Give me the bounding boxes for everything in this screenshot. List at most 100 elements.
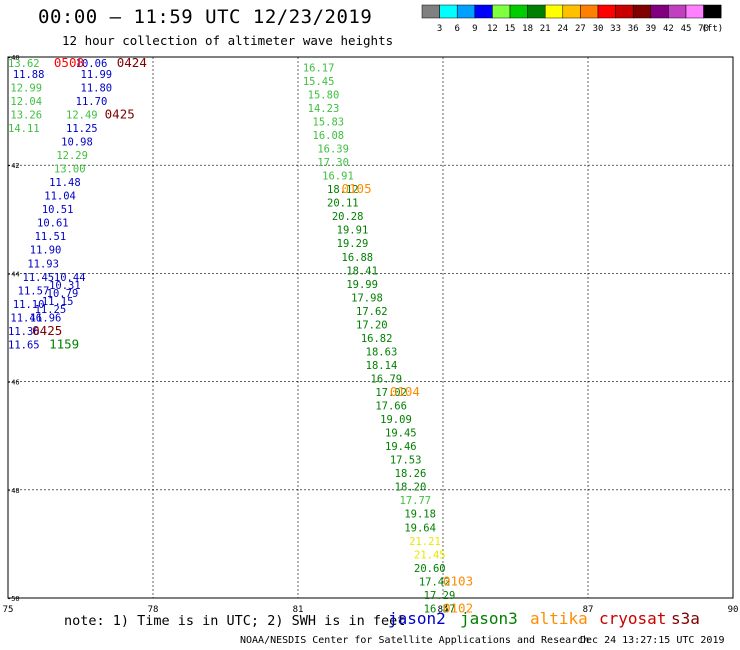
note-text: note: 1) Time is in UTC; 2) SWH is in fe… xyxy=(64,613,406,629)
wave-height-label: 11.88 xyxy=(13,69,45,81)
wave-height-label: 11.70 xyxy=(76,96,108,108)
wave-height-label: 11.65 xyxy=(8,339,40,351)
wave-height-label: 18.20 xyxy=(395,482,427,494)
wave-height-label: 10.44 xyxy=(54,272,86,284)
legend-label: 39 xyxy=(645,24,656,34)
wave-height-label: 17.77 xyxy=(400,495,432,507)
wave-height-label: 17.30 xyxy=(317,157,349,169)
wave-height-label: 14.23 xyxy=(308,103,340,115)
wave-height-label: 10.61 xyxy=(37,218,69,230)
wave-height-label: 17.53 xyxy=(390,455,422,467)
legend-swatch xyxy=(650,4,669,19)
footer-credit: NOAA/NESDIS Center for Satellite Applica… xyxy=(240,635,590,646)
wave-height-label: 15.83 xyxy=(313,117,345,129)
wave-height-label: 12.04 xyxy=(10,96,42,108)
wave-height-label: 20.28 xyxy=(332,211,364,223)
lat-tick-label: -50 xyxy=(7,595,20,603)
legend-label: 15 xyxy=(505,24,516,34)
wave-height-label: 18.41 xyxy=(346,265,378,277)
wave-height-label: 10.06 xyxy=(76,58,108,70)
legend-label: 21 xyxy=(540,24,551,34)
time-label: 0103 xyxy=(443,573,473,588)
wave-height-label: 17.66 xyxy=(375,401,407,413)
wave-height-label: 11.90 xyxy=(30,245,62,257)
wave-height-label: 12.49 xyxy=(66,109,98,121)
wave-height-label: 11.48 xyxy=(49,177,81,189)
wave-height-label: 19.09 xyxy=(380,414,412,426)
wave-height-label: 17.29 xyxy=(424,590,456,602)
satellite-legend-s3a: s3a xyxy=(671,609,700,628)
time-label: 1159 xyxy=(49,336,79,351)
wave-height-label: 19.18 xyxy=(404,509,436,521)
legend-swatch xyxy=(439,4,458,19)
legend-label: 27 xyxy=(575,24,586,34)
legend-swatch xyxy=(492,4,511,19)
wave-height-label: 11.57 xyxy=(18,285,50,297)
color-legend: 3 6 9 12 15 18 21 24 27 30 33 36 39 42 45 70(ft) xyxy=(421,4,724,34)
time-label: 0424 xyxy=(117,55,147,70)
page-title: 00:00 – 11:59 UTC 12/23/2019 xyxy=(38,6,373,28)
legend-unit: (ft) xyxy=(702,24,724,34)
time-label: 0105 xyxy=(342,181,372,196)
wave-height-label: 17.42 xyxy=(419,576,451,588)
satellite-legend-jason3: jason3 xyxy=(460,609,518,628)
wave-height-label: 16.88 xyxy=(342,252,374,264)
wave-height-label: 16.39 xyxy=(317,144,349,156)
wave-height-label: 19.46 xyxy=(385,441,417,453)
wave-height-label: 15.45 xyxy=(303,76,335,88)
lat-tick-label: -40 xyxy=(7,54,20,62)
wave-height-label: 17.02 xyxy=(375,387,407,399)
page-subtitle: 12 hour collection of altimeter wave hei… xyxy=(62,33,394,48)
satellite-legend-cryosat: cryosat xyxy=(599,609,667,628)
legend-label: 45 xyxy=(681,24,692,34)
wave-height-label: 11.46 xyxy=(10,312,42,324)
wave-height-label: 19.64 xyxy=(404,522,436,534)
wave-height-label: 19.99 xyxy=(346,279,378,291)
wave-height-label: 13.62 xyxy=(8,58,40,70)
legend-swatch xyxy=(544,4,564,19)
wave-height-label: 18.26 xyxy=(395,468,427,480)
legend-swatch xyxy=(421,4,440,19)
wave-height-label: 19.45 xyxy=(385,428,417,440)
lat-tick-label: -42 xyxy=(7,162,20,170)
wave-height-label: 15.80 xyxy=(308,89,340,101)
legend-swatch xyxy=(703,4,722,19)
wave-height-label: 16.91 xyxy=(322,171,354,183)
legend-label: 18 xyxy=(522,24,533,34)
time-label: 0425 xyxy=(32,323,62,338)
legend-swatch xyxy=(597,4,616,19)
wave-height-label: 18.12 xyxy=(327,184,359,196)
wave-height-label: 12.29 xyxy=(56,150,88,162)
legend-label: 3 xyxy=(437,24,442,34)
wave-height-label: 17.62 xyxy=(356,306,388,318)
wave-height-label: 17.98 xyxy=(351,292,383,304)
wave-height-label: 21.21 xyxy=(409,536,441,548)
time-label: 0104 xyxy=(390,384,420,399)
wave-height-label: 16.82 xyxy=(361,333,393,345)
legend-label: 6 xyxy=(454,24,459,34)
wave-height-label: 11.36 xyxy=(8,326,40,338)
wave-height-label: 16.08 xyxy=(313,130,345,142)
wave-height-label: 20.11 xyxy=(327,198,359,210)
legend-swatch xyxy=(456,4,476,19)
satellite-legend-jason2: jason2 xyxy=(388,609,446,628)
wave-height-label: 21.45 xyxy=(414,549,446,561)
wave-height-label: 19.29 xyxy=(337,238,369,250)
footer-timestamp: Dec 24 13:27:15 UTC 2019 xyxy=(580,635,725,646)
wave-height-label: 11.04 xyxy=(44,191,76,203)
wave-height-label: 13.26 xyxy=(10,109,42,121)
wave-height-label: 11.96 xyxy=(30,312,62,324)
lat-tick-label: -48 xyxy=(7,487,20,495)
legend-swatch xyxy=(527,4,546,19)
legend-swatch xyxy=(685,4,704,19)
wave-height-label: 18.63 xyxy=(366,346,398,358)
legend-swatch xyxy=(632,4,652,19)
wave-height-label: 10.98 xyxy=(61,137,93,149)
wave-height-label: 11.80 xyxy=(81,82,113,94)
wave-height-label: 18.14 xyxy=(366,360,398,372)
wave-height-label: 14.11 xyxy=(8,123,40,135)
wave-height-label: 16.79 xyxy=(371,373,403,385)
legend-label: 36 xyxy=(628,24,639,34)
legend-swatch xyxy=(509,4,528,19)
